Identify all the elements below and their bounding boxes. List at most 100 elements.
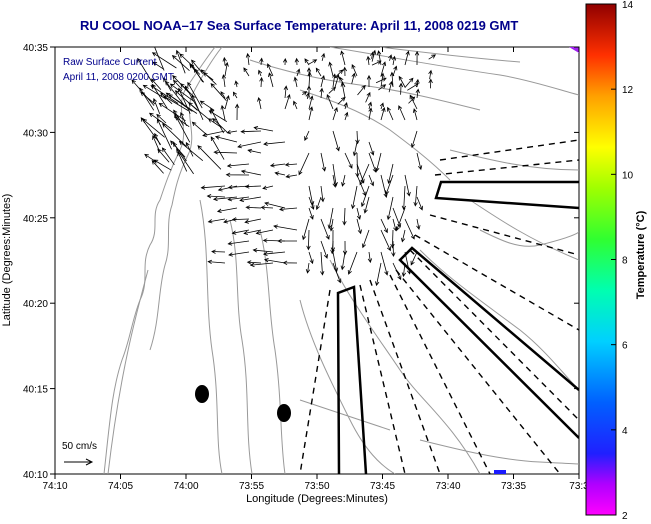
current-vector — [234, 80, 239, 88]
current-vector — [180, 112, 187, 127]
current-vector — [225, 172, 250, 178]
current-vector — [224, 95, 230, 110]
current-vector — [332, 174, 337, 188]
current-vector — [319, 87, 324, 99]
current-vector — [151, 52, 177, 69]
current-vector — [207, 218, 226, 224]
current-vector — [163, 77, 172, 92]
current-vector — [413, 185, 418, 207]
current-vector — [173, 109, 184, 126]
current-vector — [191, 59, 203, 74]
current-vector — [342, 66, 347, 77]
current-vector — [337, 96, 346, 105]
current-vector — [320, 185, 325, 203]
colorbar-label: Temperature (°C) — [635, 210, 647, 299]
current-vector — [207, 259, 226, 265]
current-vector — [380, 61, 387, 77]
x-tick-label: 73:40 — [435, 481, 460, 492]
current-vector — [284, 162, 298, 167]
current-vector — [368, 174, 375, 187]
current-vector — [416, 218, 421, 230]
current-vector — [245, 205, 262, 210]
coastline-contours — [103, 47, 579, 474]
island-marker — [277, 404, 291, 422]
current-vector — [279, 207, 298, 212]
x-tick-label: 73:55 — [239, 481, 264, 492]
plot-frame — [54, 46, 580, 475]
current-vector — [161, 147, 175, 166]
current-vector — [327, 207, 334, 230]
current-vector — [414, 50, 420, 66]
current-vector — [307, 71, 312, 88]
x-tick-label: 73:45 — [370, 481, 395, 492]
current-vector — [175, 49, 186, 74]
current-vector — [263, 141, 286, 146]
current-vector — [308, 59, 318, 65]
current-vector — [371, 49, 377, 62]
current-vector — [179, 53, 195, 68]
current-vector — [334, 69, 344, 79]
current-vector — [428, 54, 437, 60]
current-vector — [193, 67, 204, 83]
current-vector — [185, 141, 194, 157]
current-vector — [401, 185, 407, 211]
current-vector — [315, 67, 322, 77]
current-vector — [344, 111, 349, 121]
current-vector — [401, 262, 407, 278]
current-vector — [131, 79, 155, 106]
current-vector — [151, 83, 168, 109]
current-vector — [326, 93, 334, 110]
sst-patch — [569, 47, 579, 53]
current-vector — [267, 63, 274, 77]
colorbar-tick-label: 8 — [622, 256, 628, 267]
legend-line-2: April 11, 2008 0200 GMT — [63, 72, 174, 83]
current-vector — [240, 169, 262, 176]
current-vector — [340, 251, 346, 271]
current-vector — [212, 117, 228, 133]
current-vector — [187, 81, 203, 109]
shipping-lanes — [336, 180, 579, 474]
current-vector — [221, 74, 227, 88]
current-vector — [375, 262, 382, 287]
current-vector — [404, 251, 412, 275]
x-tick-label: 73:35 — [501, 481, 526, 492]
current-vector — [240, 129, 262, 134]
current-vector — [343, 102, 348, 110]
current-vector — [344, 152, 353, 169]
current-vector — [273, 224, 298, 231]
current-vector — [388, 80, 393, 93]
current-vector — [216, 207, 238, 213]
current-vector — [247, 148, 262, 154]
current-vector — [416, 152, 423, 171]
current-vector — [342, 207, 347, 226]
current-vector — [231, 229, 250, 235]
y-axis-ticks: 40:35 40:30 40:25 40:20 40:15 40:10 — [23, 43, 579, 481]
current-vector — [268, 72, 274, 88]
current-vector — [340, 81, 346, 99]
current-vector — [332, 106, 338, 121]
current-vector — [347, 251, 358, 275]
current-vector — [262, 251, 286, 256]
current-vector — [220, 104, 226, 121]
current-vector — [366, 74, 372, 87]
current-vector — [412, 108, 418, 121]
current-vector — [334, 74, 340, 88]
current-vector — [416, 196, 423, 211]
current-vector — [365, 91, 371, 103]
current-vector — [367, 251, 373, 264]
current-vector — [367, 101, 373, 110]
current-vector — [375, 77, 387, 84]
current-vector — [234, 103, 240, 121]
current-vector — [341, 174, 346, 187]
current-vector — [308, 106, 314, 121]
current-vector — [237, 141, 262, 149]
legend-line-1: Raw Surface Current — [63, 57, 157, 68]
current-vector — [259, 57, 264, 66]
current-vector — [355, 130, 360, 145]
current-vector — [243, 229, 262, 235]
current-vector — [200, 69, 217, 85]
current-vector — [174, 113, 191, 143]
current-vector — [415, 88, 420, 99]
